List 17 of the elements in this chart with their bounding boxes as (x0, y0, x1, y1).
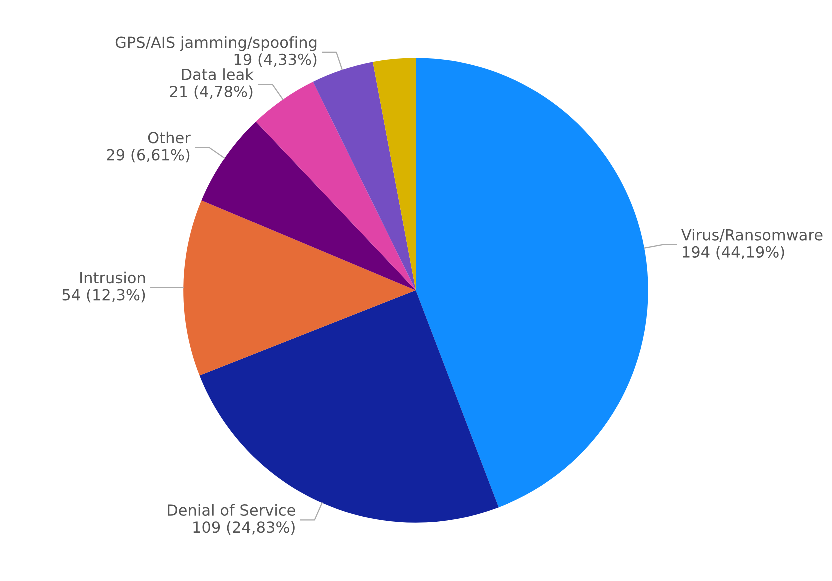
slice-label: Other (148, 132, 191, 144)
data-label: 54 (12,3%) (62, 288, 146, 303)
data-label: 29 (6,61%) (107, 148, 190, 163)
data-label: 21 (4,78%) (170, 86, 253, 100)
slice-label: Virus/Ransomware (682, 229, 823, 242)
slice-label: Denial of Service (168, 504, 296, 516)
pie-slice (256, 82, 416, 290)
data-label: 19 (4,33%) (234, 54, 317, 68)
slice-label: Intrusion (80, 272, 146, 284)
data-label: 109 (24,83%) (194, 521, 295, 535)
data-label: 194 (44,19%) (683, 246, 784, 260)
slice-label: GPS/AIS jamming/spoofing (116, 36, 317, 52)
pie-slice (202, 122, 416, 290)
slice-label: Data leak (182, 68, 254, 80)
pie-slice (184, 200, 416, 376)
pie-slice (373, 58, 416, 290)
pie-slice (416, 58, 648, 508)
